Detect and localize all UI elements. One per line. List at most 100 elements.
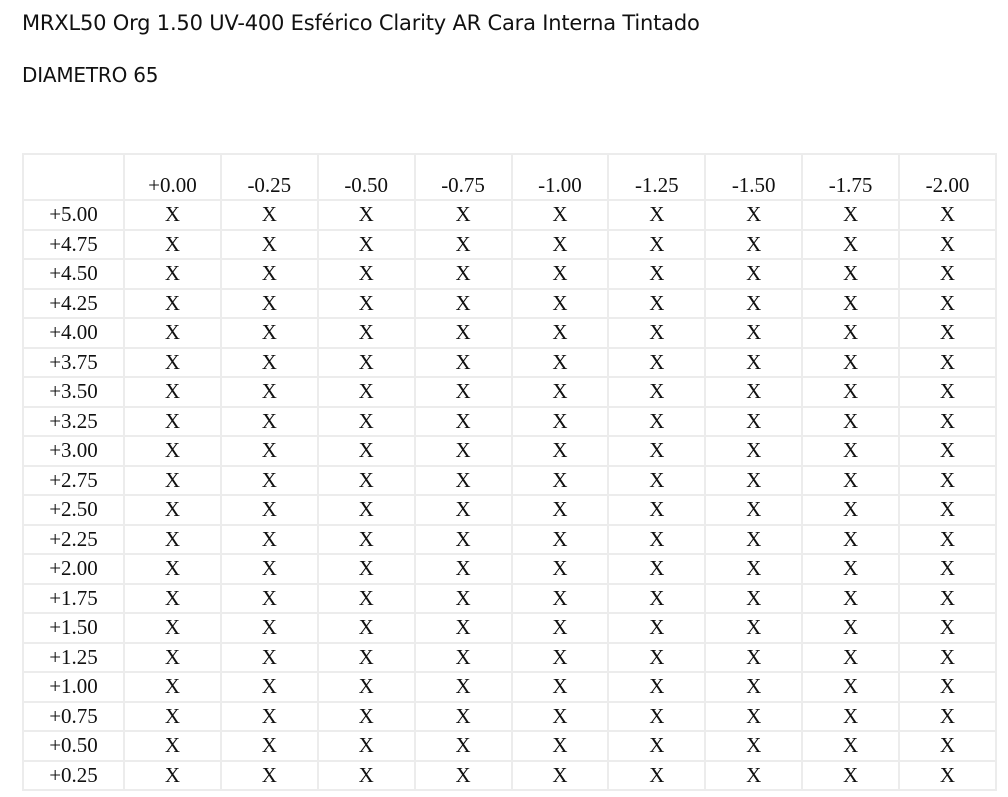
- availability-cell: X: [221, 319, 317, 347]
- availability-cell: X: [609, 555, 705, 583]
- availability-cell: X: [609, 614, 705, 642]
- row-header: +2.25: [24, 525, 123, 553]
- availability-cell: X: [415, 201, 511, 229]
- table-row: +1.00 X X X X X X X X X: [24, 673, 995, 701]
- availability-cell: X: [318, 378, 414, 406]
- availability-cell: X: [803, 466, 898, 494]
- row-header: +2.75: [24, 466, 123, 494]
- availability-cell: X: [318, 230, 414, 258]
- availability-cell: X: [706, 466, 802, 494]
- availability-cell: X: [318, 260, 414, 288]
- availability-cell: X: [415, 230, 511, 258]
- availability-cell: X: [900, 466, 995, 494]
- row-header: +4.25: [24, 289, 123, 317]
- availability-cell: X: [803, 673, 898, 701]
- availability-cell: X: [318, 466, 414, 494]
- availability-cell: X: [415, 378, 511, 406]
- availability-cell: X: [415, 584, 511, 612]
- availability-cell: X: [900, 673, 995, 701]
- availability-cell: X: [609, 466, 705, 494]
- availability-cell: X: [318, 702, 414, 730]
- availability-cell: X: [125, 319, 220, 347]
- availability-cell: X: [512, 732, 608, 760]
- availability-cell: X: [512, 466, 608, 494]
- availability-cell: X: [900, 319, 995, 347]
- availability-cell: X: [900, 437, 995, 465]
- availability-cell: X: [803, 319, 898, 347]
- availability-cell: X: [125, 466, 220, 494]
- availability-cell: X: [318, 761, 414, 789]
- availability-cell: X: [512, 496, 608, 524]
- row-header: +1.00: [24, 673, 123, 701]
- availability-cell: X: [900, 732, 995, 760]
- row-header: +4.75: [24, 230, 123, 258]
- availability-cell: X: [803, 614, 898, 642]
- availability-cell: X: [900, 555, 995, 583]
- table-row: +2.00 X X X X X X X X X: [24, 555, 995, 583]
- availability-cell: X: [221, 732, 317, 760]
- availability-cell: X: [125, 230, 220, 258]
- row-header: +1.25: [24, 643, 123, 671]
- availability-cell: X: [803, 378, 898, 406]
- availability-cell: X: [900, 348, 995, 376]
- availability-cell: X: [609, 643, 705, 671]
- availability-cell: X: [221, 584, 317, 612]
- availability-cell: X: [125, 348, 220, 376]
- availability-cell: X: [221, 466, 317, 494]
- availability-cell: X: [900, 643, 995, 671]
- availability-cell: X: [415, 525, 511, 553]
- availability-cell: X: [221, 761, 317, 789]
- availability-cell: X: [318, 525, 414, 553]
- availability-cell: X: [221, 289, 317, 317]
- availability-cell: X: [318, 614, 414, 642]
- diameter-label: DIAMETRO 65: [22, 63, 159, 87]
- availability-cell: X: [221, 407, 317, 435]
- availability-cell: X: [900, 201, 995, 229]
- availability-cell: X: [415, 614, 511, 642]
- column-header: -1.75: [803, 155, 898, 199]
- row-header: +3.00: [24, 437, 123, 465]
- availability-cell: X: [803, 702, 898, 730]
- availability-cell: X: [512, 437, 608, 465]
- table-row: +0.25 X X X X X X X X X: [24, 761, 995, 789]
- availability-cell: X: [415, 407, 511, 435]
- availability-cell: X: [706, 260, 802, 288]
- availability-cell: X: [125, 201, 220, 229]
- availability-cell: X: [415, 319, 511, 347]
- availability-cell: X: [706, 643, 802, 671]
- table-row: +2.25 X X X X X X X X X: [24, 525, 995, 553]
- column-header: +0.00: [125, 155, 220, 199]
- availability-cell: X: [609, 201, 705, 229]
- table-row: +0.50 X X X X X X X X X: [24, 732, 995, 760]
- availability-cell: X: [221, 260, 317, 288]
- availability-cell: X: [125, 289, 220, 317]
- availability-cell: X: [900, 407, 995, 435]
- availability-cell: X: [803, 230, 898, 258]
- availability-cell: X: [125, 614, 220, 642]
- availability-cell: X: [803, 643, 898, 671]
- availability-cell: X: [609, 702, 705, 730]
- row-header: +5.00: [24, 201, 123, 229]
- table-row: +3.00 X X X X X X X X X: [24, 437, 995, 465]
- availability-cell: X: [512, 614, 608, 642]
- availability-cell: X: [900, 260, 995, 288]
- availability-cell: X: [512, 673, 608, 701]
- availability-cell: X: [706, 673, 802, 701]
- availability-cell: X: [609, 496, 705, 524]
- availability-cell: X: [125, 260, 220, 288]
- table-row: +2.50 X X X X X X X X X: [24, 496, 995, 524]
- availability-cell: X: [512, 584, 608, 612]
- availability-cell: X: [706, 201, 802, 229]
- availability-cell: X: [900, 230, 995, 258]
- availability-cell: X: [609, 437, 705, 465]
- availability-cell: X: [318, 673, 414, 701]
- availability-cell: X: [706, 496, 802, 524]
- availability-cell: X: [415, 761, 511, 789]
- table-row: +1.25 X X X X X X X X X: [24, 643, 995, 671]
- row-header: +3.75: [24, 348, 123, 376]
- availability-cell: X: [125, 437, 220, 465]
- availability-cell: X: [609, 348, 705, 376]
- availability-cell: X: [221, 614, 317, 642]
- availability-cell: X: [125, 378, 220, 406]
- availability-cell: X: [125, 673, 220, 701]
